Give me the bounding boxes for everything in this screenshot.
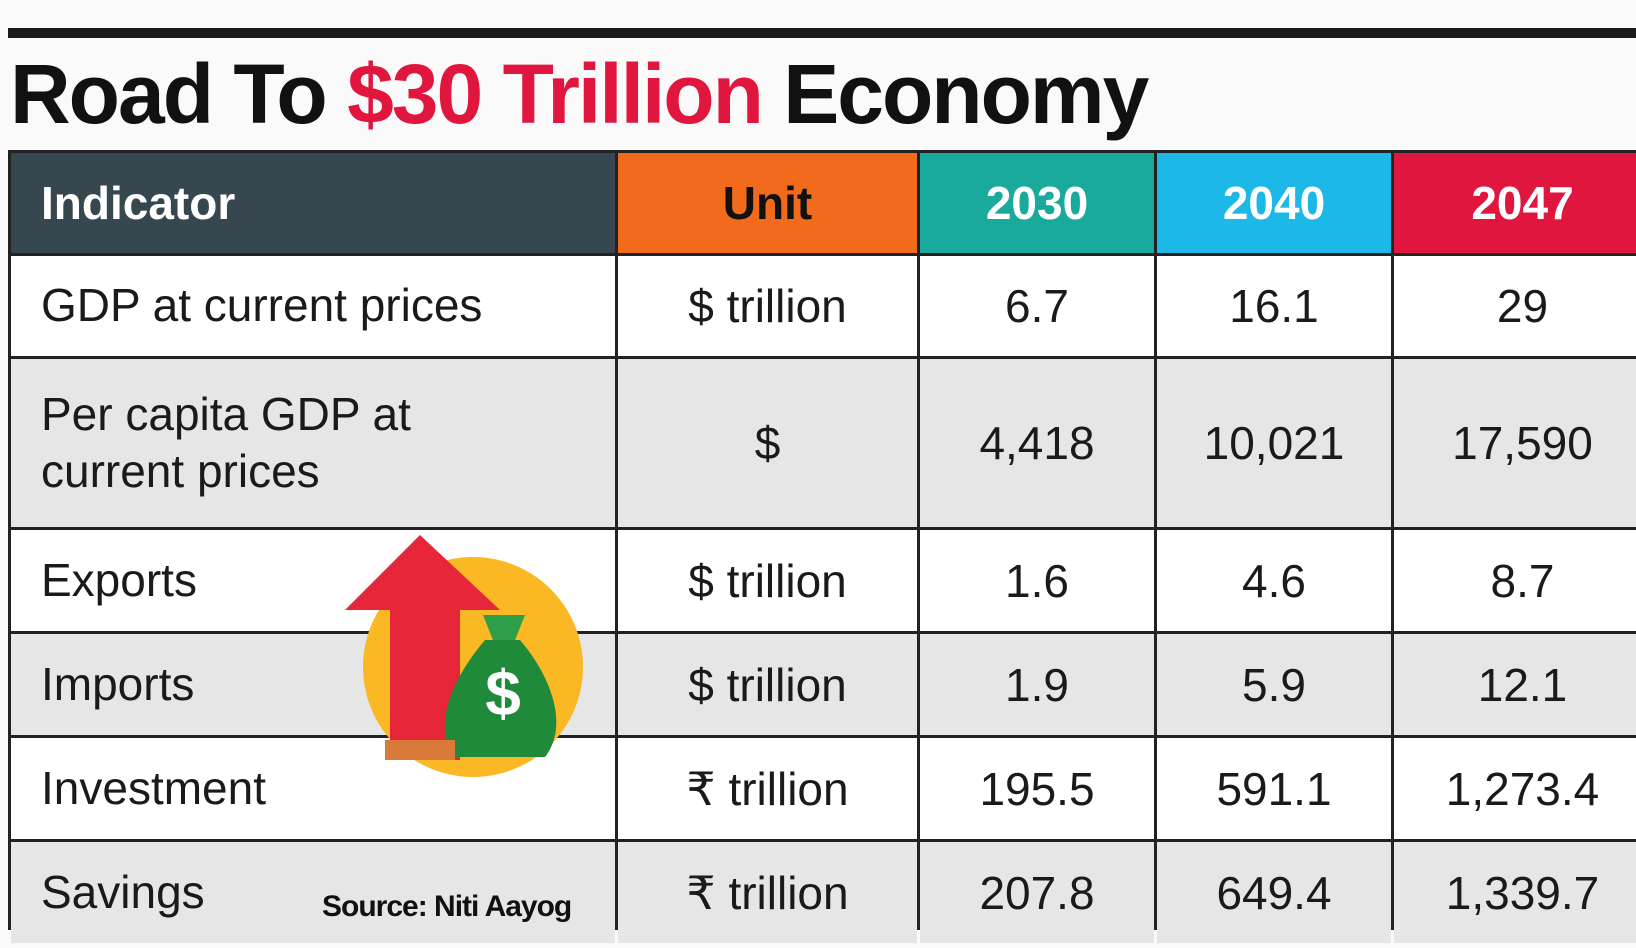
indicator-cell: Per capita GDP at current prices bbox=[11, 359, 615, 527]
value-cell: 1,273.4 bbox=[1394, 738, 1636, 839]
cell-text: 591.1 bbox=[1216, 762, 1332, 815]
title-tail: Economy bbox=[783, 47, 1149, 141]
icon-dollar: $ bbox=[485, 657, 521, 729]
header-cell: 2030 bbox=[920, 153, 1154, 253]
cell-text: 1,273.4 bbox=[1445, 762, 1600, 815]
cell-text: 17,590 bbox=[1452, 417, 1593, 469]
cell-text: 16.1 bbox=[1229, 280, 1319, 332]
cell-text: Per capita GDP at current prices bbox=[41, 387, 411, 498]
cell-text: $ bbox=[754, 417, 781, 469]
cell-text: ₹ trillion bbox=[686, 762, 849, 815]
unit-cell: $ trillion bbox=[618, 530, 917, 631]
cell-text: 4.6 bbox=[1242, 554, 1306, 607]
cell-text: 8.7 bbox=[1490, 554, 1555, 607]
title-highlight: $30 Trillion bbox=[347, 47, 764, 141]
value-cell: 195.5 bbox=[920, 738, 1154, 839]
top-rule bbox=[8, 28, 1636, 38]
cell-text: 10,021 bbox=[1203, 417, 1345, 469]
cell-text: $ trillion bbox=[688, 554, 847, 607]
value-cell: 649.4 bbox=[1157, 842, 1391, 943]
title-lead: Road To bbox=[10, 47, 328, 141]
table: Indicator Unit 2030 2040 2047 GDP at cur… bbox=[8, 150, 1636, 943]
value-cell: 207.8 bbox=[920, 842, 1154, 943]
value-cell: 29 bbox=[1394, 256, 1636, 356]
unit-cell: ₹ trillion bbox=[618, 842, 917, 943]
cell-text: Exports bbox=[41, 553, 197, 606]
cell-text: 1.9 bbox=[1005, 658, 1069, 711]
source: Source: Niti Aayog bbox=[322, 890, 572, 923]
icon-arrow bbox=[345, 535, 500, 760]
indicator-cell: Investment bbox=[11, 738, 615, 839]
unit-cell: $ bbox=[618, 359, 917, 527]
cell-text: GDP at current prices bbox=[41, 279, 483, 332]
cell-text: ₹ trillion bbox=[686, 866, 849, 919]
value-cell: 1,339.7 bbox=[1394, 842, 1636, 943]
value-cell: 12.1 bbox=[1394, 634, 1636, 735]
value-cell: 591.1 bbox=[1157, 738, 1391, 839]
header-cell: 2047 bbox=[1394, 153, 1636, 253]
cell-text: 195.5 bbox=[979, 762, 1095, 815]
value-cell: 4,418 bbox=[920, 359, 1154, 527]
header-cell: Indicator bbox=[11, 153, 615, 253]
value-cell: 6.7 bbox=[920, 256, 1154, 356]
unit-cell: ₹ trillion bbox=[618, 738, 917, 839]
value-cell: 17,590 bbox=[1394, 359, 1636, 527]
cell-text: 1,339.7 bbox=[1445, 866, 1600, 919]
growth-icon: $ bbox=[345, 535, 583, 777]
value-cell: 1.6 bbox=[920, 530, 1154, 631]
indicator-cell: Savings bbox=[11, 842, 615, 943]
value-cell: 16.1 bbox=[1157, 256, 1391, 356]
icon-bag-top bbox=[483, 615, 525, 640]
title: Road To $30 Trillion Economy bbox=[10, 46, 1149, 143]
cell-text: Savings bbox=[41, 865, 205, 918]
value-cell: 4.6 bbox=[1157, 530, 1391, 631]
unit-cell: $ trillion bbox=[618, 256, 917, 356]
icon-bag bbox=[444, 640, 557, 757]
header-cell: 2040 bbox=[1157, 153, 1391, 253]
value-cell: 1.9 bbox=[920, 634, 1154, 735]
indicator-cell: GDP at current prices bbox=[11, 256, 615, 356]
unit-cell: $ trillion bbox=[618, 634, 917, 735]
cell-text: 29 bbox=[1496, 280, 1549, 332]
cell-text: $ trillion bbox=[688, 658, 847, 711]
cell-text: $ trillion bbox=[688, 280, 847, 332]
cell-text: 12.1 bbox=[1477, 658, 1568, 711]
cell-text: 6.7 bbox=[1005, 280, 1069, 332]
cell-text: Investment bbox=[41, 761, 266, 814]
value-cell: 5.9 bbox=[1157, 634, 1391, 735]
header-cell: Unit bbox=[618, 153, 917, 253]
value-cell: 8.7 bbox=[1394, 530, 1636, 631]
cell-text: 1.6 bbox=[1005, 554, 1069, 607]
icon-coins bbox=[385, 740, 455, 760]
cell-text: Imports bbox=[41, 657, 195, 710]
cell-text: 649.4 bbox=[1216, 866, 1332, 919]
cell-text: 4,418 bbox=[979, 417, 1095, 469]
cell-text: 5.9 bbox=[1242, 658, 1306, 711]
value-cell: 10,021 bbox=[1157, 359, 1391, 527]
cell-text: 207.8 bbox=[979, 866, 1095, 919]
